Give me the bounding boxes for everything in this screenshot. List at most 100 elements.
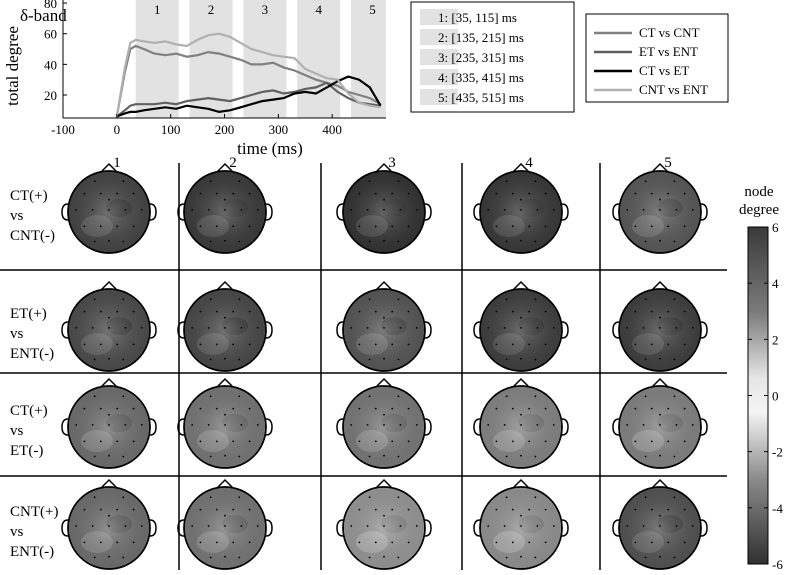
electrode-dot [683, 225, 686, 228]
electrode-dot [511, 343, 514, 346]
time-window-label: 2 [208, 2, 215, 17]
electrode-dot [397, 240, 400, 243]
electrode-dot [116, 225, 119, 228]
x-tick-label: 100 [161, 122, 181, 137]
head-outline [618, 486, 702, 570]
nose [216, 280, 234, 291]
right-ear [700, 321, 708, 339]
window-legend-label: 5: [435, 515] ms [438, 90, 524, 105]
electrode-dot [248, 440, 251, 443]
electrode-dot [659, 525, 661, 527]
electrode-dot [140, 209, 143, 211]
electrode-dot [644, 395, 647, 398]
topomap-head [612, 478, 708, 570]
electrode-dot [383, 239, 385, 242]
time-window-4 [297, 0, 341, 118]
electrode-dot [659, 454, 661, 457]
electrode-dot [667, 440, 670, 443]
electrode-dot [520, 239, 522, 242]
electrode-dot [397, 180, 400, 183]
electrode-dot [240, 209, 243, 211]
electrode-dot [673, 556, 676, 559]
electrode-dot [503, 209, 506, 211]
electrode-dot [520, 424, 522, 426]
electrode-dot [215, 508, 218, 511]
head-outline [618, 385, 702, 469]
electrode-dot [626, 209, 629, 211]
electrode-dot [99, 440, 102, 443]
electrode-dot [644, 358, 647, 361]
electrode-dot [116, 192, 119, 195]
electrode-dot [238, 455, 241, 458]
y-tick-label: 40 [44, 57, 57, 72]
electrode-dot [634, 407, 637, 410]
series-legend-box [585, 13, 729, 103]
electrode-dot [673, 180, 676, 183]
electrode-dot [644, 556, 647, 559]
electrode-dot [642, 525, 645, 527]
electrode-dot [232, 310, 235, 313]
row-label: ENT(-) [10, 346, 54, 362]
electrode-dot [224, 327, 226, 329]
row-label: ET(+) [10, 306, 47, 322]
electrode-dot [634, 225, 637, 228]
electrode-dot [108, 525, 110, 527]
right-ear [561, 519, 569, 537]
window-legend-label: 4: [335, 415] ms [438, 70, 524, 85]
series-line-3 [116, 75, 382, 118]
electrode-dot [503, 327, 506, 329]
electrode-dot [248, 225, 251, 228]
head-outline [183, 170, 267, 254]
electrode-dot [132, 310, 135, 313]
electrode-dot [644, 455, 647, 458]
electrode-dot [224, 514, 226, 517]
electrode-dot [99, 225, 102, 228]
electrode-dot [374, 310, 377, 313]
time-window-label: 5 [369, 2, 376, 17]
right-ear [424, 321, 432, 339]
electrode-dot [399, 424, 402, 426]
electrode-dot [368, 395, 371, 398]
y-tick-label: 80 [44, 0, 57, 11]
electrode-dot [108, 424, 110, 426]
electrode-dot [397, 298, 400, 301]
electrode-dot [634, 541, 637, 544]
right-ear [265, 418, 273, 436]
electrode-dot [505, 496, 508, 499]
electrode-dot [209, 395, 212, 398]
electrode-dot [634, 343, 637, 346]
head-outline [183, 385, 267, 469]
nose [100, 478, 118, 489]
electrode-dot [675, 209, 678, 211]
electrode-dot [209, 180, 212, 183]
left-ear [336, 519, 344, 537]
topomap-head [473, 280, 569, 372]
colorbar-tick-label: 4 [772, 276, 779, 291]
electrode-dot [366, 424, 369, 426]
electrode-dot [673, 240, 676, 243]
electrode-dot [691, 424, 694, 426]
head-outline [479, 288, 563, 372]
electrode-dot [132, 541, 135, 544]
electrode-dot [99, 508, 102, 511]
electrode-dot [93, 180, 96, 183]
electrode-dot [397, 556, 400, 559]
electrode-dot [199, 343, 202, 346]
topomap-head [177, 280, 273, 372]
electrode-dot [83, 541, 86, 544]
electrode-dot [505, 180, 508, 183]
nose [512, 377, 530, 388]
electrode-dot [207, 424, 210, 426]
electrode-dot [93, 455, 96, 458]
electrode-dot [93, 298, 96, 301]
electrode-dot [650, 508, 653, 511]
electrode-dot [207, 525, 210, 527]
x-tick-label: 200 [215, 122, 235, 137]
electrode-dot [528, 407, 531, 410]
electrode-dot [691, 525, 694, 527]
electrode-dot [232, 541, 235, 544]
electrode-dot [132, 225, 135, 228]
nose [216, 377, 234, 388]
head-outline [618, 170, 702, 254]
electrode-dot [667, 407, 670, 410]
